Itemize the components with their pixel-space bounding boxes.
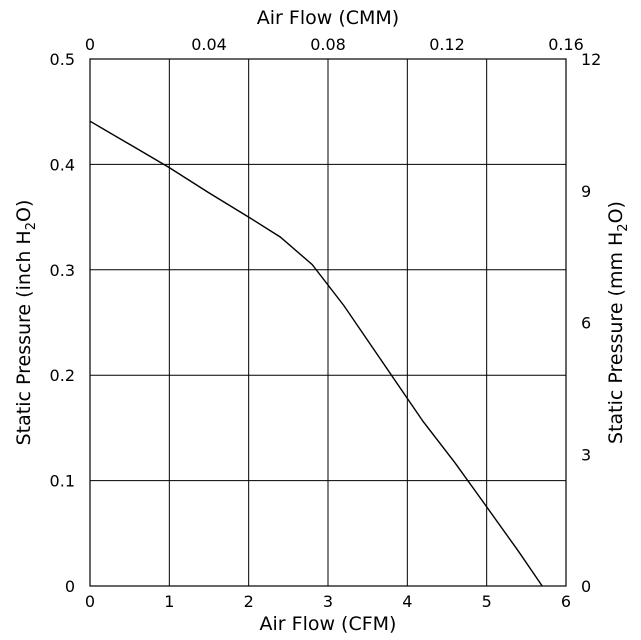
x-bottom-tick-label: 6 bbox=[561, 592, 571, 611]
pressure-curve-line bbox=[89, 120, 543, 587]
y-right-tick-label: 9 bbox=[581, 182, 591, 201]
x-axis-top-label: Air Flow (CMM) bbox=[257, 7, 399, 29]
y-left-tick-label: 0.5 bbox=[50, 50, 75, 69]
y-left-tick-label: 0 bbox=[65, 577, 75, 596]
x-top-tick-label: 0.08 bbox=[310, 35, 346, 54]
y-right-tick-label: 12 bbox=[581, 50, 601, 69]
y-left-tick-label: 0.1 bbox=[50, 472, 75, 491]
tick-labels: 0 1 2 3 4 5 60 0.04 0.08 0.12 0.1600.10.20.30.40.5… bbox=[50, 35, 602, 611]
y-left-label-sub: 2 bbox=[24, 222, 39, 230]
plot-frame bbox=[89, 58, 567, 587]
x-bottom-tick-label: 3 bbox=[323, 592, 333, 611]
y-right-tick-label: 0 bbox=[581, 577, 591, 596]
y-right-label-sub: 2 bbox=[616, 223, 631, 231]
y-left-tick-label: 0.2 bbox=[50, 366, 75, 385]
y-left-tick-label: 0.4 bbox=[50, 155, 75, 174]
y-right-label-main: Static Pressure (mm H bbox=[605, 232, 627, 444]
x-top-tick-label: 0.16 bbox=[548, 35, 584, 54]
y-left-label-tail: O) bbox=[13, 200, 35, 222]
x-bottom-tick-label: 0 bbox=[85, 592, 95, 611]
y-axis-left-label: Static Pressure (inch H2O) bbox=[13, 200, 39, 446]
x-bottom-tick-label: 4 bbox=[402, 592, 412, 611]
y-right-tick-label: 6 bbox=[581, 314, 591, 333]
x-bottom-tick-label: 2 bbox=[244, 592, 254, 611]
y-axis-right-label: Static Pressure (mm H2O) bbox=[605, 201, 631, 444]
y-left-label-main: Static Pressure (inch H bbox=[13, 230, 35, 445]
x-axis-bottom-label: Air Flow (CFM) bbox=[260, 613, 397, 635]
x-top-tick-label: 0 bbox=[85, 35, 95, 54]
x-top-tick-label: 0.04 bbox=[191, 35, 227, 54]
y-right-label-tail: O) bbox=[605, 201, 627, 223]
x-top-tick-label: 0.12 bbox=[429, 35, 465, 54]
y-right-tick-label: 3 bbox=[581, 445, 591, 464]
grid-lines bbox=[89, 58, 567, 587]
x-bottom-tick-label: 1 bbox=[164, 592, 174, 611]
series-layer bbox=[89, 120, 543, 587]
y-left-tick-label: 0.3 bbox=[50, 261, 75, 280]
x-bottom-tick-label: 5 bbox=[482, 592, 492, 611]
